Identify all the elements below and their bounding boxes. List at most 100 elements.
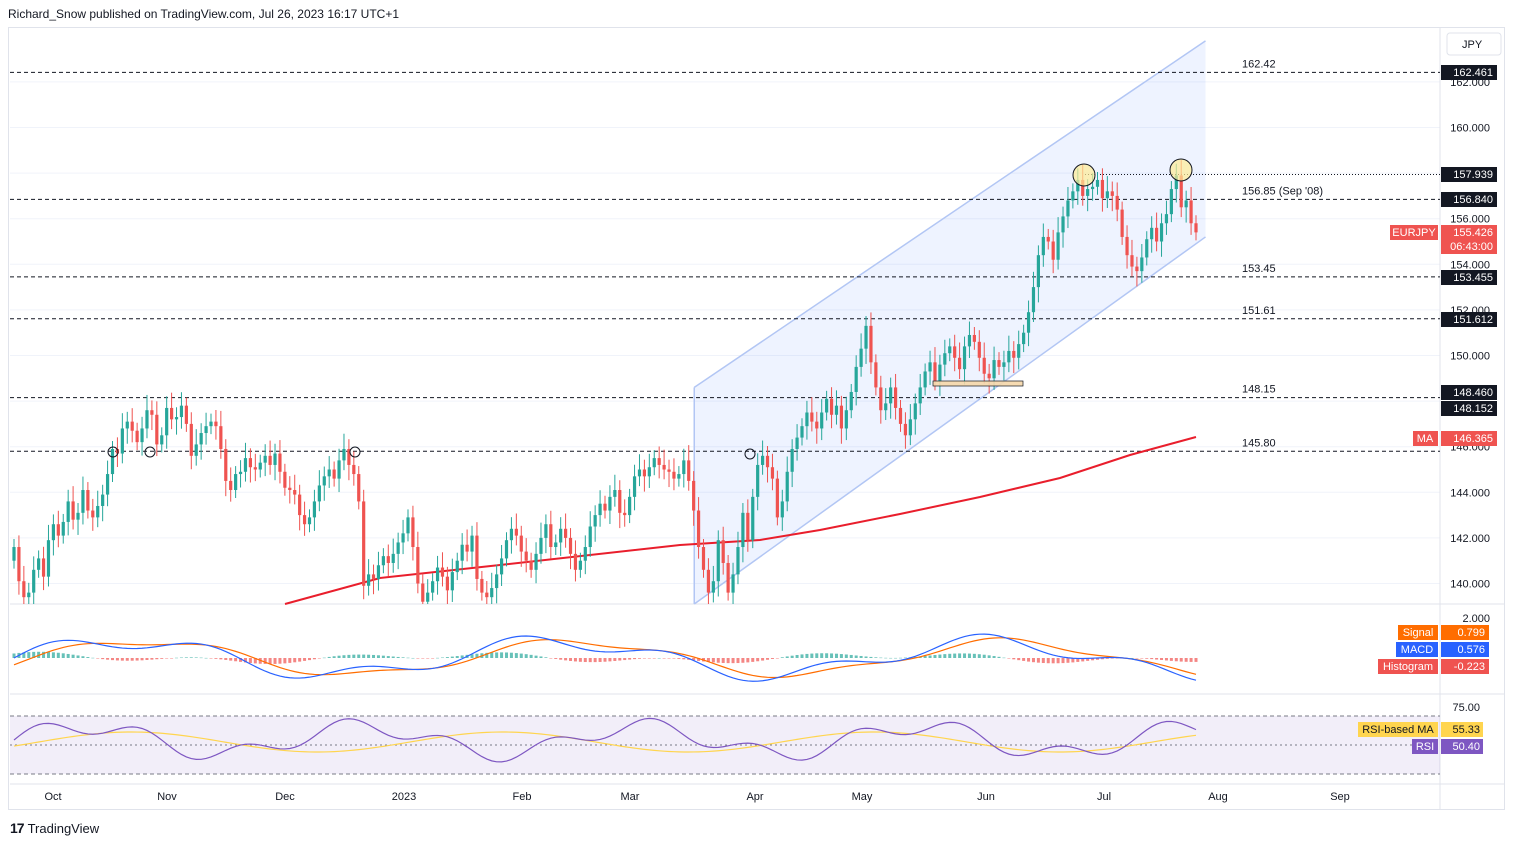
candle [426,579,430,604]
candle [1125,225,1129,269]
histogram-bar [958,653,962,658]
price-tick-label: 154.000 [1450,259,1490,271]
macd-legend-value: -0.223 [1454,661,1485,673]
candle-body [770,467,775,479]
histogram-bar [283,658,287,664]
histogram-bar [583,658,587,663]
histogram-bar [677,658,681,659]
candle [219,410,223,459]
candle [322,466,326,501]
level-label: 148.15 [1242,384,1276,396]
candle [145,394,149,439]
candle [583,535,587,575]
candle [692,471,696,526]
candle-body [1076,179,1080,192]
candle-body [652,458,656,468]
histogram-bar [731,658,735,664]
histogram-bar [1051,658,1055,664]
candle [317,470,321,512]
histogram-bar [633,658,637,660]
candle-body [46,540,51,577]
price-tag-label: 06:43:00 [1450,241,1493,253]
histogram-bar [367,654,371,658]
histogram-bar [386,656,390,658]
candle-body [603,503,607,511]
macd-legend-name: Histogram [1383,661,1433,673]
candle-body [22,581,26,598]
candle-body [1022,332,1026,345]
histogram-bar [278,658,282,664]
candle [96,490,100,528]
candle-body [667,469,671,472]
histogram-bar [1022,658,1026,661]
histogram-bar [145,658,149,660]
histogram-bar [766,658,770,660]
candle [401,519,405,555]
candle-body [312,501,317,518]
candle [667,459,671,488]
candle [86,482,90,519]
candle [431,573,435,601]
histogram-bar [268,658,272,664]
histogram-bar [839,654,843,658]
rsi-tick-label: 75.00 [1452,702,1480,714]
candle-body [1066,200,1070,217]
candle-body [962,346,967,370]
histogram-bar [1160,658,1164,661]
candle-body [726,562,730,593]
tradingview-footer[interactable]: 17 TradingView [10,820,99,836]
candle [746,499,750,552]
histogram-bar [214,658,218,659]
candle [367,559,371,596]
histogram-bar [243,658,247,663]
histogram-bar [992,656,996,658]
price-tick-label: 156.000 [1450,214,1490,226]
candle-body [544,524,548,538]
candle [1002,350,1006,381]
candle [214,409,218,440]
candle [682,448,686,488]
candle [662,449,666,480]
candle-body [775,478,779,518]
histogram-bar [1017,658,1021,661]
candle [1150,216,1154,253]
candle-body [1086,189,1090,196]
candle-body [445,576,449,591]
candle [977,330,981,372]
candle [559,517,563,556]
price-tag [1441,270,1497,285]
candle [519,525,523,567]
histogram-bar [396,656,400,658]
level-label: 162.42 [1242,58,1276,70]
candle-body [1036,255,1040,288]
histogram-bar [362,654,366,658]
candle [32,556,36,604]
candle [647,453,651,488]
macd-legend-name-box [1396,642,1438,657]
histogram-bar [928,655,932,658]
histogram-bar [175,657,179,659]
candle [879,375,883,424]
histogram-bar [455,656,459,658]
candle-body [61,521,65,536]
histogram-bar [426,658,430,659]
histogram-bar [987,655,991,658]
histogram-bar [234,658,238,662]
candle [411,505,415,561]
candle [741,503,745,563]
candle-body [564,528,568,538]
rsi-legend-name-box [1358,722,1438,737]
candle [825,390,829,421]
candle-body [598,503,602,516]
candle-body [1046,236,1050,242]
candle-body [214,421,218,427]
candle-body [322,476,326,486]
histogram-bar [56,652,60,658]
macd-legend-name-box [1398,625,1438,640]
candle-body [135,430,139,443]
histogram-bar [303,658,307,661]
candle-body [17,547,21,582]
histogram-bar [170,658,174,659]
candle-body [1135,266,1139,272]
